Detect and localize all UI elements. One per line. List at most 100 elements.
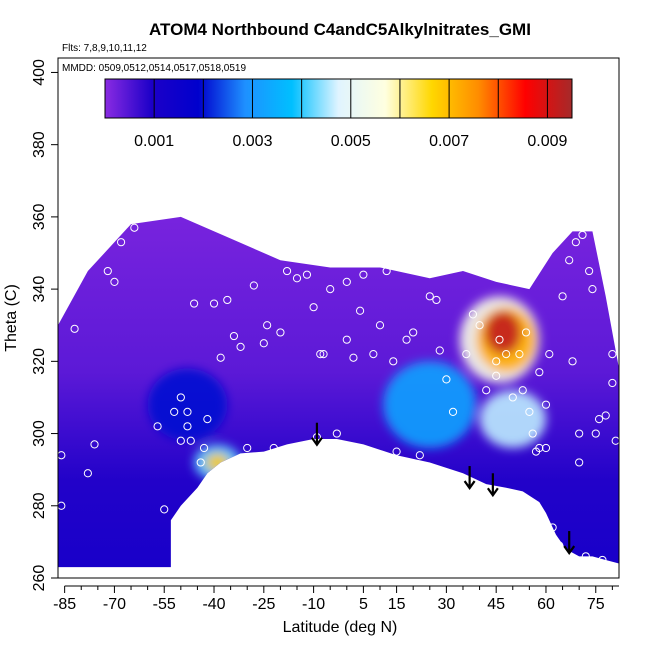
observation-point xyxy=(402,335,411,344)
observation-point xyxy=(521,328,531,337)
x-tick-label: 75 xyxy=(587,596,605,613)
colorbar-tick-label: 0.005 xyxy=(331,133,371,150)
observation-point xyxy=(190,299,199,308)
observation-point xyxy=(482,386,491,395)
observation-point xyxy=(435,346,444,355)
observation-point xyxy=(259,339,268,348)
observation-point xyxy=(199,443,209,453)
observation-point xyxy=(525,407,534,416)
observation-point xyxy=(578,230,587,240)
colorbar-gradient xyxy=(104,78,573,119)
observation-point xyxy=(558,292,567,301)
observation-point xyxy=(342,335,351,344)
descent-arrow xyxy=(463,466,476,490)
field-fill xyxy=(58,216,619,568)
x-tick-label: -25 xyxy=(252,596,275,613)
observation-point xyxy=(475,321,484,330)
colorbar: 0.001 0.003 0.005 0.007 0.009 xyxy=(104,78,573,150)
observation-point xyxy=(392,447,401,456)
x-tick-label: -10 xyxy=(302,596,325,613)
observation-point xyxy=(598,555,607,565)
y-tick-label: 380 xyxy=(31,131,48,158)
observation-point xyxy=(332,429,341,438)
descent-arrow xyxy=(486,473,499,498)
observation-point xyxy=(153,422,162,431)
x-tick-label: 45 xyxy=(487,596,505,613)
colorbar-tick-label: 0.009 xyxy=(527,133,567,150)
observation-point xyxy=(409,328,418,337)
observation-point xyxy=(535,443,544,453)
observation-point xyxy=(492,357,501,366)
observation-point xyxy=(432,295,441,305)
observation-point xyxy=(541,400,551,409)
observation-point xyxy=(518,386,527,395)
observation-point xyxy=(136,212,146,221)
hotspot xyxy=(205,453,229,472)
descent-markers xyxy=(311,422,576,555)
observation-point xyxy=(183,422,192,431)
observation-point xyxy=(70,324,79,333)
observation-point xyxy=(309,303,318,312)
observation-point xyxy=(535,368,544,377)
hotspot xyxy=(484,310,522,355)
observation-point xyxy=(289,472,298,481)
hotspot xyxy=(479,390,546,448)
y-tick-label: 280 xyxy=(31,492,48,519)
y-tick-label: 340 xyxy=(31,276,48,303)
observation-point xyxy=(236,342,245,351)
observation-point xyxy=(594,415,604,424)
y-tick-label: 300 xyxy=(31,420,48,447)
observation-point xyxy=(359,270,368,279)
observation-point xyxy=(492,371,501,380)
observation-point xyxy=(263,321,272,330)
observation-point xyxy=(502,350,511,359)
x-tick-label: 60 xyxy=(537,596,555,613)
observation-point xyxy=(249,281,258,290)
observation-point xyxy=(292,274,302,283)
observation-point xyxy=(462,350,471,359)
observation-point xyxy=(302,270,312,279)
observation-point xyxy=(110,277,119,286)
observation-point xyxy=(515,350,524,359)
observation-point xyxy=(541,443,551,453)
observation-point xyxy=(183,407,192,416)
observation-point xyxy=(455,263,464,272)
observation-point xyxy=(216,353,225,362)
field-background xyxy=(58,216,619,568)
observation-point xyxy=(223,295,232,305)
x-axis: -85 -70 -55 -40 -25 -10 5 15 30 45 60 75 xyxy=(53,585,619,613)
dates-subtitle: MMDD: 0509,0512,0514,0517,0518,0519 xyxy=(62,63,246,74)
observation-point xyxy=(468,310,478,319)
observation-point xyxy=(585,266,594,276)
observation-point xyxy=(276,328,285,337)
observation-point xyxy=(83,469,92,478)
colorbar-tick-label: 0.001 xyxy=(134,133,174,150)
observation-point xyxy=(229,331,239,341)
observation-point xyxy=(269,443,278,453)
observation-point xyxy=(342,277,351,286)
x-tick-label: 30 xyxy=(437,596,455,613)
plot-frame xyxy=(57,57,620,579)
colorbar-separators xyxy=(153,79,548,118)
x-tick-label: -85 xyxy=(53,596,76,613)
observation-point xyxy=(103,266,112,276)
observation-point xyxy=(282,266,292,276)
observation-point xyxy=(565,256,574,265)
observation-point xyxy=(355,306,365,315)
observation-point xyxy=(319,350,328,359)
chart-title: ATOM4 Northbound C4andC5Alkylnitrates_GM… xyxy=(149,20,531,39)
x-tick-label: -55 xyxy=(153,596,176,613)
observation-point xyxy=(349,353,358,362)
observation-point xyxy=(575,458,584,467)
observation-point xyxy=(611,436,619,445)
concentration-field xyxy=(58,216,619,568)
observation-point xyxy=(591,429,600,438)
colorbar-tick-label: 0.003 xyxy=(232,133,272,150)
observation-point xyxy=(594,230,604,240)
x-axis-label: Latitude (deg N) xyxy=(283,619,398,636)
observation-point xyxy=(448,407,458,416)
observation-point xyxy=(588,285,597,294)
observation-point xyxy=(508,393,517,402)
plot-area xyxy=(58,212,619,568)
observation-point xyxy=(203,415,212,424)
